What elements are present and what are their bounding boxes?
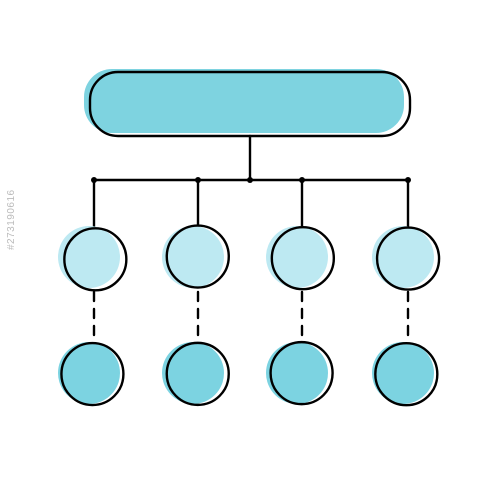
- row1-node-fill-2: [266, 226, 328, 288]
- root-node-fill: [84, 69, 404, 133]
- row2-node-fill-1: [162, 342, 224, 404]
- row1-node-fill-3: [372, 226, 434, 288]
- row2-node-fill-0: [58, 342, 120, 404]
- org-chart-diagram: [0, 0, 500, 500]
- watermark-text: #273190616: [6, 189, 17, 250]
- trunk-joint: [247, 177, 253, 183]
- row1-node-fill-0: [58, 226, 120, 288]
- row2-node-fill-2: [266, 342, 328, 404]
- row2-node-fill-3: [372, 342, 434, 404]
- row1-node-fill-1: [162, 226, 224, 288]
